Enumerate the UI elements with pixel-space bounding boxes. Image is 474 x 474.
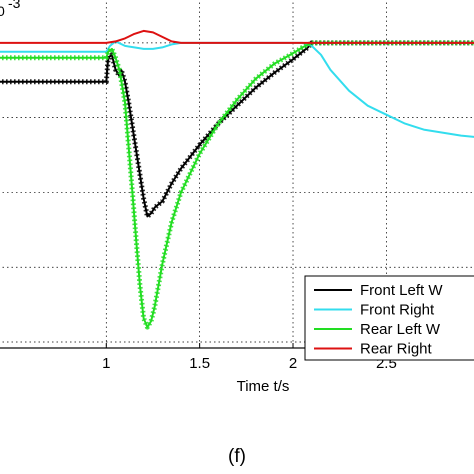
- series-marker-trace-3: [0, 40, 474, 330]
- legend-label-1: Front Left W: [360, 282, 443, 299]
- plot-area-frame: [0, 347, 474, 349]
- x-tick-label: 1: [102, 355, 110, 372]
- legend-label-2: Front Right: [360, 302, 435, 319]
- x-tick-label: 2: [289, 355, 297, 372]
- series-line-4: [0, 29, 474, 44]
- panel-label: (f): [228, 446, 246, 467]
- x-axis-label: Time t/s: [237, 378, 290, 395]
- legend-label-4: Rear Right: [360, 341, 433, 358]
- legend: Front Left W Front Right Rear Left W Rear R…: [304, 275, 474, 361]
- y-exponent-base: 0: [0, 3, 5, 19]
- x-tick-label: 1.5: [189, 355, 210, 372]
- legend-label-3: Rear Left W: [360, 321, 441, 338]
- series-layer: [0, 29, 474, 330]
- y-exponent: -3: [8, 0, 21, 11]
